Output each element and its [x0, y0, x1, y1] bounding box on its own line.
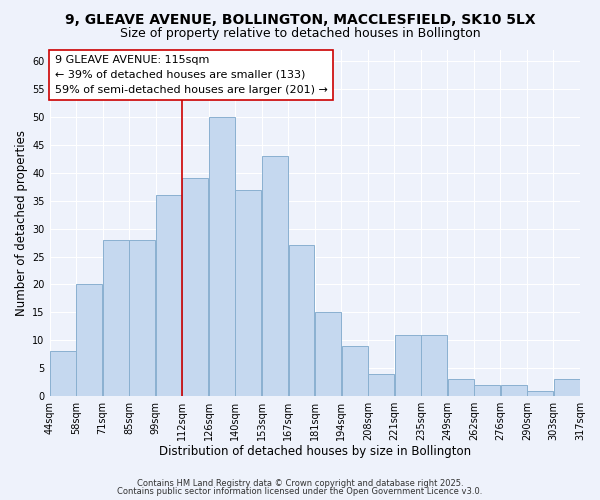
- Text: 9 GLEAVE AVENUE: 115sqm
← 39% of detached houses are smaller (133)
59% of semi-d: 9 GLEAVE AVENUE: 115sqm ← 39% of detache…: [55, 55, 328, 95]
- X-axis label: Distribution of detached houses by size in Bollington: Distribution of detached houses by size …: [159, 444, 471, 458]
- Bar: [262, 156, 288, 396]
- Bar: [395, 334, 421, 396]
- Bar: [448, 380, 473, 396]
- Text: Contains HM Land Registry data © Crown copyright and database right 2025.: Contains HM Land Registry data © Crown c…: [137, 478, 463, 488]
- Bar: [341, 346, 368, 396]
- Bar: [474, 385, 500, 396]
- Bar: [289, 246, 314, 396]
- Bar: [50, 352, 76, 396]
- Bar: [554, 380, 580, 396]
- Bar: [500, 385, 527, 396]
- Text: 9, GLEAVE AVENUE, BOLLINGTON, MACCLESFIELD, SK10 5LX: 9, GLEAVE AVENUE, BOLLINGTON, MACCLESFIE…: [65, 12, 535, 26]
- Bar: [368, 374, 394, 396]
- Y-axis label: Number of detached properties: Number of detached properties: [15, 130, 28, 316]
- Bar: [76, 284, 103, 396]
- Bar: [103, 240, 129, 396]
- Bar: [209, 117, 235, 396]
- Bar: [130, 240, 155, 396]
- Text: Size of property relative to detached houses in Bollington: Size of property relative to detached ho…: [119, 28, 481, 40]
- Bar: [182, 178, 208, 396]
- Text: Contains public sector information licensed under the Open Government Licence v3: Contains public sector information licen…: [118, 487, 482, 496]
- Bar: [315, 312, 341, 396]
- Bar: [235, 190, 262, 396]
- Bar: [421, 334, 447, 396]
- Bar: [527, 390, 553, 396]
- Bar: [156, 195, 182, 396]
